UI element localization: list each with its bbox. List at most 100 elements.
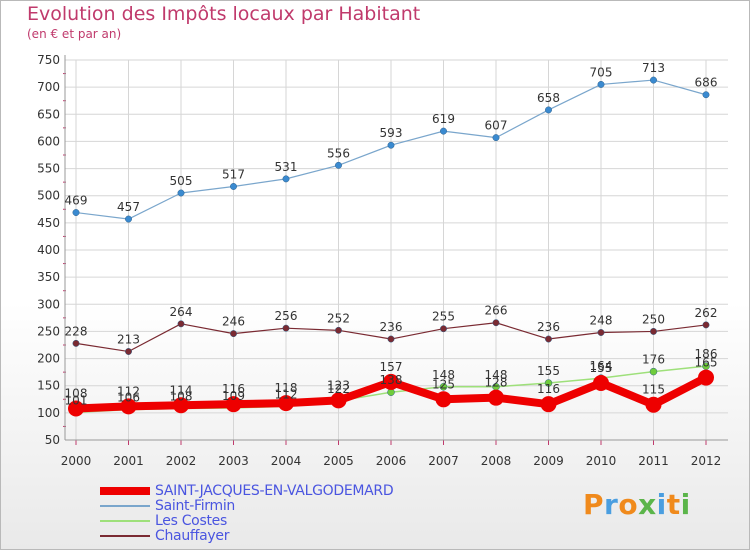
y-tick-label: 700: [37, 80, 60, 94]
y-tick-label: 300: [37, 297, 60, 311]
data-label: 125: [432, 377, 455, 391]
series-0-point: [383, 373, 399, 390]
y-tick-label: 400: [37, 243, 60, 257]
x-tick-label: 2000: [61, 454, 92, 468]
series-0-point: [488, 389, 504, 406]
data-label: 155: [590, 361, 613, 375]
series-2-point: [544, 379, 553, 387]
data-label-layer: 469 457 505 517 531 556 593 619 607 658 705 713 686 2…: [65, 61, 718, 407]
series-3-point: [335, 326, 342, 334]
series-3-point: [230, 330, 237, 338]
data-label: 246: [222, 315, 245, 329]
series-3-point: [440, 325, 447, 333]
axis-layer: 50 100 150 200 250 300 350 400 450 500 550 600 650 70…: [37, 53, 728, 468]
legend-label-les-costes: Les Costes: [155, 513, 227, 529]
line-chart: 50 100 150 200 250 300 350 400 450 500 550 600 650 70…: [37, 53, 728, 468]
x-tick-label: 2002: [166, 454, 197, 468]
x-tick-label: 2012: [691, 454, 722, 468]
series-1-point: [177, 189, 185, 197]
series-3-point: [387, 335, 395, 343]
data-label: 101: [65, 393, 88, 407]
data-label: 138: [380, 373, 403, 387]
y-tick-label: 450: [37, 216, 60, 230]
legend-label-saint-firmin: Saint-Firmin: [155, 498, 236, 514]
series-1-point: [650, 76, 657, 84]
proxiti-logo: Proxiti: [583, 488, 691, 521]
series-1-point: [702, 91, 710, 99]
data-label: 619: [432, 112, 455, 126]
y-tick-label: 150: [37, 379, 60, 393]
series-3-point: [545, 335, 552, 343]
series-1-point: [440, 127, 447, 135]
data-label: 262: [695, 306, 718, 320]
data-label: 531: [275, 160, 298, 174]
data-label: 236: [537, 320, 560, 334]
logo-letter: x: [638, 488, 657, 521]
series-1-point: [125, 215, 132, 223]
series-1-point: [282, 175, 290, 183]
data-label: 252: [327, 311, 350, 325]
legend-swatch-les-costes: [100, 520, 150, 522]
series-2-point: [439, 383, 448, 391]
grid-layer: [65, 59, 728, 440]
x-tick-label: 2010: [586, 454, 617, 468]
data-label: 114: [170, 383, 193, 397]
x-tick-label: 2007: [428, 454, 459, 468]
data-label: 115: [642, 383, 665, 397]
series-0-point: [540, 396, 557, 413]
data-label: 250: [642, 312, 665, 326]
data-label: 157: [380, 360, 403, 374]
series-0-point: [278, 395, 294, 412]
series-1-point: [597, 80, 605, 88]
series-1-point: [230, 183, 237, 190]
y-tick-label: 650: [37, 107, 60, 121]
data-label: 517: [222, 167, 245, 181]
data-label: 123: [327, 378, 350, 392]
data-label: 112: [117, 384, 140, 398]
data-label: 713: [642, 61, 665, 75]
legend-swatch-chauffayer: [100, 535, 150, 537]
data-label: 148: [485, 368, 508, 382]
data-label: 236: [380, 320, 403, 334]
chart-subtitle: (en € et par an): [27, 27, 122, 41]
data-label: 686: [695, 76, 718, 90]
x-tick-label: 2004: [271, 454, 302, 468]
x-tick-label: 2009: [533, 454, 564, 468]
legend-label-saint-jacques: SAINT-JACQUES-EN-VALGODEMARD: [155, 483, 394, 499]
data-label: 112: [275, 387, 298, 401]
series-3-point: [650, 327, 657, 335]
logo-letter: i: [656, 488, 667, 521]
data-label: 108: [170, 390, 193, 404]
data-label: 186: [695, 347, 718, 361]
data-label: 469: [65, 194, 88, 208]
series-2-point: [649, 367, 658, 376]
y-tick-label: 600: [37, 134, 60, 148]
data-label: 256: [275, 309, 298, 323]
data-label: 122: [327, 382, 350, 396]
series-3-point: [72, 339, 80, 347]
data-label: 165: [695, 356, 718, 370]
series-1-point: [335, 161, 342, 169]
data-label: 228: [65, 324, 88, 338]
y-tick-label: 350: [37, 270, 60, 284]
data-label: 264: [170, 305, 193, 319]
logo-letter: t: [666, 488, 681, 521]
y-tick-label: 750: [37, 53, 60, 67]
series-0-point: [225, 396, 242, 413]
legend-swatch-saint-jacques: [100, 487, 150, 495]
series-0-point: [173, 397, 189, 414]
y-tick-label: 100: [37, 406, 60, 420]
data-label: 106: [117, 391, 140, 405]
series-3-point: [177, 320, 185, 328]
series-1-point: [387, 141, 395, 149]
data-label: 176: [642, 353, 665, 367]
series-0-point: [645, 396, 662, 413]
legend-swatch-saint-firmin: [100, 505, 150, 507]
series-3-point: [282, 324, 290, 332]
series-3-point: [597, 329, 605, 336]
logo-letter: r: [604, 488, 619, 521]
y-tick-label: 500: [37, 189, 60, 203]
logo-letter: o: [618, 488, 639, 521]
data-label: 556: [327, 146, 350, 160]
data-label: 607: [485, 119, 508, 133]
